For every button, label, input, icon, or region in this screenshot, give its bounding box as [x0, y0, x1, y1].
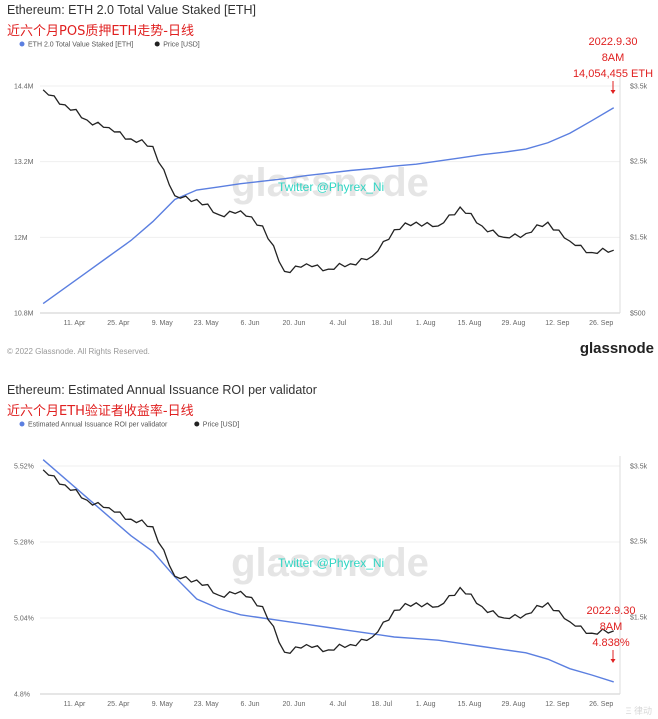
annotation-text: 2022.9.30	[589, 36, 638, 48]
x-tick-label: 25. Apr	[107, 320, 130, 327]
twitter-handle: Twitter @Phyrex_Ni	[278, 180, 384, 194]
y-right-tick-label: $2.5k	[630, 159, 648, 166]
legend-label-price: Price [USD]	[163, 42, 200, 49]
legend-label-primary: Estimated Annual Issuance ROI per valida…	[28, 422, 168, 429]
x-tick-label: 26. Sep	[589, 320, 613, 327]
x-tick-label: 20. Jun	[282, 701, 305, 708]
glassnode-logo: glassnode	[579, 340, 654, 357]
annotation-text: 2022.9.30	[587, 605, 636, 617]
y-right-tick-label: $500	[630, 311, 646, 318]
chart-title: Ethereum: ETH 2.0 Total Value Staked [ET…	[7, 3, 256, 17]
x-tick-label: 15. Aug	[458, 320, 482, 327]
legend-swatch-price	[194, 421, 200, 427]
x-tick-label: 29. Aug	[502, 701, 526, 708]
x-tick-label: 20. Jun	[282, 320, 305, 327]
x-tick-label: 18. Jul	[371, 701, 392, 708]
copyright-text: © 2022 Glassnode. All Rights Reserved.	[7, 347, 150, 356]
chart-subtitle: 近六个月ETH验证者收益率-日线	[7, 404, 194, 419]
y-left-tick-label: 10.8M	[14, 311, 34, 318]
x-tick-label: 15. Aug	[458, 701, 482, 708]
x-tick-label: 29. Aug	[502, 320, 526, 327]
x-tick-label: 23. May	[194, 701, 219, 708]
series-line-primary	[42, 107, 615, 305]
series-line-price	[42, 89, 614, 274]
corner-logo: Ξ 律动	[625, 706, 652, 716]
watermark-text: glassnode	[231, 541, 429, 585]
x-tick-label: 12. Sep	[545, 320, 569, 327]
legend-label-primary: ETH 2.0 Total Value Staked [ETH]	[28, 42, 133, 49]
annotation-arrowhead	[610, 90, 616, 94]
legend-swatch-primary	[19, 421, 25, 427]
y-left-tick-label: 14.4M	[14, 84, 34, 91]
y-left-tick-label: 5.52%	[14, 464, 34, 471]
twitter-handle: Twitter @Phyrex_Ni	[278, 556, 384, 570]
legend-swatch-price	[154, 41, 160, 47]
x-tick-label: 6. Jun	[241, 701, 260, 708]
legend-swatch-primary	[19, 41, 25, 47]
y-right-tick-label: $1.5k	[630, 235, 648, 242]
x-tick-label: 25. Apr	[107, 701, 130, 708]
y-left-tick-label: 13.2M	[14, 159, 34, 166]
series-line-price	[42, 469, 614, 655]
y-right-tick-label: $1.5k	[630, 615, 648, 622]
y-left-tick-label: 4.8%	[14, 692, 30, 699]
x-tick-label: 1. Aug	[416, 701, 436, 708]
series-line-primary	[42, 459, 614, 683]
x-tick-label: 26. Sep	[589, 701, 613, 708]
x-tick-label: 9. May	[152, 320, 174, 327]
x-tick-label: 1. Aug	[416, 320, 436, 327]
chart-panel-roi: Ethereum: Estimated Annual Issuance ROI …	[0, 380, 658, 719]
x-tick-label: 4. Jul	[329, 320, 346, 327]
y-right-tick-label: $3.5k	[630, 464, 648, 471]
watermark-text: glassnode	[231, 161, 429, 205]
y-left-tick-label: 12M	[14, 235, 28, 242]
annotation-text: 14,054,455 ETH	[573, 68, 653, 80]
chart-subtitle: 近六个月POS质押ETH走势-日线	[7, 24, 194, 39]
x-tick-label: 12. Sep	[545, 701, 569, 708]
y-right-tick-label: $2.5k	[630, 539, 648, 546]
annotation-text: 8AM	[602, 52, 625, 64]
y-right-tick-label: $3.5k	[630, 84, 648, 91]
x-tick-label: 11. Apr	[64, 701, 86, 708]
x-tick-label: 23. May	[194, 320, 219, 327]
x-tick-label: 11. Apr	[64, 320, 86, 327]
annotation-text: 8AM	[600, 621, 623, 633]
y-left-tick-label: 5.28%	[14, 540, 34, 547]
x-tick-label: 4. Jul	[329, 701, 346, 708]
legend-label-price: Price [USD]	[203, 422, 240, 429]
x-tick-label: 18. Jul	[371, 320, 392, 327]
chart-panel-staked: Ethereum: ETH 2.0 Total Value Staked [ET…	[7, 3, 654, 357]
chart-title: Ethereum: Estimated Annual Issuance ROI …	[7, 383, 317, 397]
annotation-text: 4.838%	[592, 637, 630, 649]
x-tick-label: 9. May	[152, 701, 174, 708]
y-left-tick-label: 5.04%	[14, 616, 34, 623]
annotation-arrowhead	[610, 659, 616, 663]
x-tick-label: 6. Jun	[241, 320, 260, 327]
